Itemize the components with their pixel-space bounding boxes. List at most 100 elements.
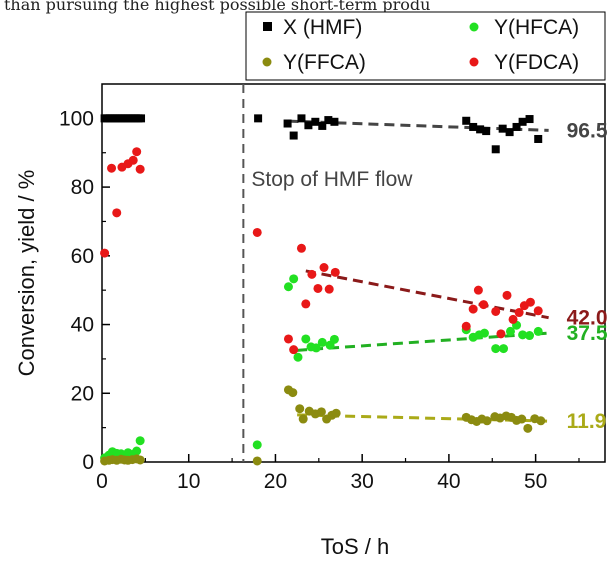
x-tick-label: 30 — [350, 470, 373, 493]
data-point — [289, 345, 298, 354]
data-point — [318, 338, 327, 347]
y-tick-label: 0 — [82, 451, 94, 474]
data-point — [253, 456, 262, 465]
data-point — [295, 404, 304, 413]
data-point — [288, 388, 297, 397]
data-point — [534, 306, 543, 315]
data-point — [301, 299, 310, 308]
data-point — [129, 156, 138, 165]
data-point — [491, 307, 500, 316]
data-point — [284, 334, 293, 343]
data-point — [330, 118, 338, 126]
data-point — [313, 284, 322, 293]
data-point — [290, 132, 298, 140]
data-point — [307, 270, 316, 279]
x-tick-label: 0 — [96, 470, 108, 493]
data-point — [503, 291, 512, 300]
legend: X (HMF) Y(HFCA) Y(FFCA) Y(FDCA) — [246, 12, 605, 80]
data-point — [492, 145, 500, 153]
data-point — [320, 263, 329, 272]
data-point — [136, 436, 145, 445]
data-point — [289, 274, 298, 283]
legend-marker-ffca — [263, 58, 272, 67]
axes — [102, 84, 605, 462]
stop-hmf-flow-label: Stop of HMF flow — [251, 168, 413, 191]
trend-value-label: 11.9 — [567, 410, 607, 433]
legend-label-fdca: Y(FDCA) — [494, 51, 579, 74]
data-point — [136, 165, 145, 174]
data-point — [509, 315, 518, 324]
data-point — [297, 114, 305, 122]
data-point — [462, 117, 470, 125]
data-point — [482, 127, 490, 135]
ticks: 0 10 20 30 40 50 0 20 40 60 80 100 — [59, 107, 579, 493]
data-point — [523, 424, 532, 433]
data-point — [325, 285, 334, 294]
x-tick-label: 40 — [437, 470, 460, 493]
x-axis-title: ToS / h — [321, 534, 389, 559]
data-point — [525, 331, 534, 340]
x-tick-label: 10 — [177, 470, 200, 493]
data-point — [462, 322, 471, 331]
data-point — [526, 298, 535, 307]
data-point — [301, 334, 310, 343]
data-point — [517, 415, 526, 424]
legend-marker-hmf — [263, 22, 272, 31]
stop-line: Stop of HMF flow — [243, 84, 413, 462]
data-point — [107, 164, 116, 173]
data-point — [137, 114, 145, 122]
data-point — [506, 128, 514, 136]
legend-marker-hfca — [470, 23, 479, 32]
x-tick-label: 50 — [524, 470, 547, 493]
y-tick-label: 60 — [71, 245, 94, 268]
data-point — [330, 335, 339, 344]
data-point — [284, 282, 293, 291]
data-point — [317, 407, 326, 416]
y-tick-label: 40 — [71, 314, 94, 337]
data-point — [254, 114, 262, 122]
data-point — [253, 440, 262, 449]
legend-label-hfca: Y(HFCA) — [494, 16, 579, 39]
data-point — [331, 268, 340, 277]
data-point — [253, 228, 262, 237]
data-point — [534, 327, 543, 336]
data-point — [474, 286, 483, 295]
trend-value-label: 37.5 — [567, 322, 608, 345]
data-point — [480, 329, 489, 338]
data-point — [469, 123, 477, 131]
data-point — [483, 416, 492, 425]
data-point — [479, 300, 488, 309]
y-tick-label: 80 — [71, 176, 94, 199]
plot-frame — [102, 84, 605, 462]
data-point — [136, 455, 145, 464]
data-point — [112, 208, 121, 217]
data-point — [132, 147, 141, 156]
data-point — [499, 344, 508, 353]
y-axis-title: Conversion, yield / % — [14, 170, 39, 377]
legend-label-hmf: X (HMF) — [283, 16, 362, 39]
data-point — [304, 121, 312, 129]
data-point — [496, 329, 505, 338]
trend-value-label: 96.5 — [567, 119, 608, 142]
legend-label-ffca: Y(FFCA) — [283, 51, 366, 74]
data-point — [293, 353, 302, 362]
data-point — [499, 125, 507, 133]
data-point — [534, 135, 542, 143]
data-point — [100, 249, 109, 258]
data-point — [526, 115, 534, 123]
data-point — [284, 120, 292, 128]
data-point — [536, 416, 545, 425]
legend-marker-fdca — [470, 58, 479, 67]
data-point — [491, 344, 500, 353]
data-point — [297, 244, 306, 253]
y-tick-label: 20 — [71, 382, 94, 405]
x-tick-label: 20 — [264, 470, 287, 493]
data-point — [311, 118, 319, 126]
y-tick-label: 100 — [59, 107, 94, 130]
data-point — [332, 409, 341, 418]
data-point — [469, 305, 478, 314]
data-point — [519, 118, 527, 126]
data-point — [299, 415, 308, 424]
trendline — [306, 271, 549, 318]
